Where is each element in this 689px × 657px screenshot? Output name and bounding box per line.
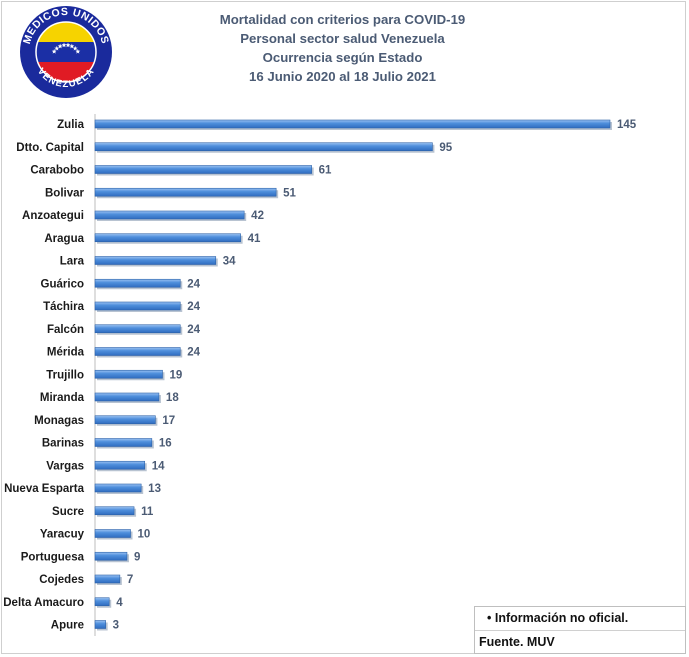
category-label: Anzoategui [22,210,84,222]
data-label: 14 [152,460,165,472]
category-label: Guárico [41,278,84,290]
data-label: 42 [251,210,264,222]
category-label: Aragua [44,233,84,245]
bar [94,301,181,311]
logo-flag-blue [36,42,96,62]
logo-star-icon [57,43,63,49]
bar [94,142,433,152]
chart-title-line-3: Ocurrencia según Estado [262,50,423,65]
bar [94,233,241,243]
data-label: 16 [159,438,172,450]
bar [94,620,106,629]
data-label: 4 [116,597,123,609]
bar [94,574,121,584]
category-label: Sucre [52,506,84,518]
logo-star-icon [51,48,57,54]
category-label: Yaracuy [40,529,85,541]
data-label: 95 [439,142,452,154]
category-label: Carabobo [30,165,84,177]
bar [94,460,146,470]
bar [94,369,163,379]
medicos-unidos-logo: MEDICOS UNIDOS VENEZUELA [20,6,112,98]
bar [94,415,156,425]
category-label: Delta Amacuro [3,597,84,609]
data-label: 24 [187,278,200,290]
bar [94,551,128,561]
category-label: Portuguesa [21,551,85,563]
category-label: Cojedes [39,574,84,586]
category-label: Nueva Esparta [4,483,85,495]
category-label: Barinas [42,438,84,450]
bar [94,506,135,516]
logo-flag-red [36,62,96,82]
category-label: Zulia [57,119,84,131]
category-label: Dtto. Capital [16,142,84,154]
data-label: 11 [141,506,154,518]
note-unofficial-text: Información no oficial. [494,611,629,625]
notes-box: • Información no oficial. Fuente. MUV [474,606,686,654]
category-label: Táchira [43,301,85,313]
category-label: Trujillo [46,369,84,381]
data-label: 18 [166,392,179,404]
category-label: Bolivar [45,187,85,199]
category-label: Lara [60,256,85,268]
data-label: 9 [134,551,140,563]
logo-star-icon [61,42,67,48]
bullet-icon: • [487,611,492,625]
bar [94,187,277,197]
bar [94,438,153,447]
data-label: 24 [187,324,200,336]
data-label: 3 [113,620,119,632]
data-label: 7 [127,574,133,586]
category-label: Mérida [47,347,85,359]
bar [94,392,160,402]
data-label: 61 [319,165,332,177]
logo-stars [51,42,81,54]
logo-star-icon [75,48,81,54]
bar [94,597,110,607]
data-label: 51 [283,187,296,199]
logo-flag-yellow [36,22,96,42]
bar [94,256,217,265]
data-label: 17 [162,415,175,427]
bar [94,278,181,288]
chart-title-line-4: 16 Junio 2020 al 18 Julio 2021 [249,69,436,84]
category-label: Monagas [34,415,84,427]
data-label: 24 [187,301,200,313]
chart-title-line-2: Personal sector salud Venezuela [240,31,445,46]
data-label: 34 [223,256,236,268]
bar [94,347,181,356]
category-label: Miranda [40,392,85,404]
note-unofficial: • Información no oficial. [475,607,685,630]
data-label: 10 [138,529,151,541]
bar [94,324,181,334]
note-source: Fuente. MUV [475,630,685,654]
bar [94,483,142,493]
bar [94,210,245,220]
bar [94,529,131,538]
data-label: 19 [169,369,182,381]
chart-title-line-1: Mortalidad con criterios para COVID-19 [219,12,466,27]
data-label: 24 [187,347,200,359]
data-label: 145 [617,119,637,131]
category-label: Apure [51,620,84,632]
logo-star-icon [72,45,78,51]
bar [94,165,312,174]
category-label: Vargas [46,460,84,472]
chart-title-block: Mortalidad con criterios para COVID-19 P… [150,10,535,86]
bar [94,119,611,129]
logo-star-icon [54,45,60,51]
data-label: 41 [248,233,261,245]
category-label: Falcón [47,324,84,336]
logo-star-icon [69,43,75,49]
logo-star-icon [65,42,71,48]
data-label: 13 [148,483,161,495]
